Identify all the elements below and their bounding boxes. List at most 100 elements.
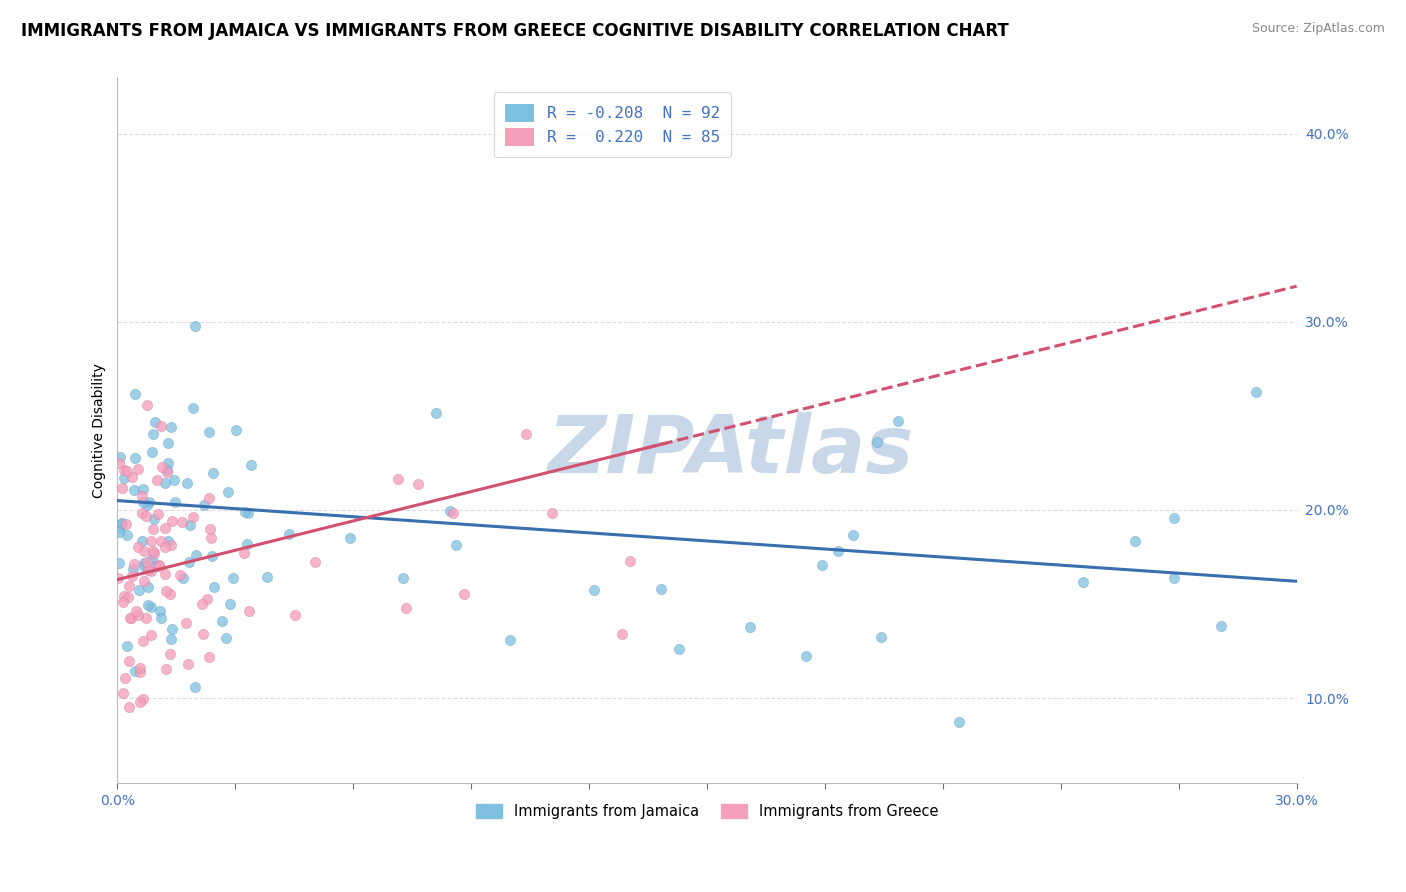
- Point: [124, 483, 146, 497]
- Point: [794, 648, 817, 663]
- Point: [127, 541, 149, 555]
- Point: [124, 604, 146, 618]
- Point: [1071, 575, 1094, 590]
- Point: [111, 595, 134, 609]
- Point: [114, 672, 136, 686]
- Point: [156, 466, 179, 480]
- Point: [177, 657, 200, 671]
- Point: [156, 534, 179, 549]
- Point: [201, 549, 224, 564]
- Point: [118, 610, 141, 624]
- Point: [827, 544, 849, 558]
- Point: [111, 516, 134, 531]
- Point: [198, 650, 221, 665]
- Point: [162, 623, 184, 637]
- Point: [240, 458, 263, 473]
- Point: [866, 435, 889, 450]
- Point: [738, 619, 761, 633]
- Point: [190, 597, 212, 611]
- Point: [155, 662, 177, 676]
- Point: [155, 540, 177, 554]
- Point: [406, 477, 429, 491]
- Point: [304, 555, 326, 569]
- Point: [193, 498, 215, 512]
- Point: [256, 570, 278, 584]
- Point: [118, 579, 141, 593]
- Point: [225, 423, 247, 437]
- Point: [142, 512, 165, 526]
- Point: [198, 491, 221, 505]
- Point: [121, 470, 143, 484]
- Point: [150, 534, 173, 549]
- Point: [612, 627, 634, 641]
- Text: ZIPAtlas: ZIPAtlas: [547, 412, 914, 491]
- Point: [108, 456, 131, 470]
- Point: [129, 665, 152, 679]
- Point: [108, 556, 131, 570]
- Point: [193, 626, 215, 640]
- Point: [232, 546, 254, 560]
- Point: [131, 506, 153, 520]
- Point: [887, 414, 910, 428]
- Point: [132, 634, 155, 648]
- Point: [181, 401, 204, 416]
- Point: [129, 695, 152, 709]
- Point: [128, 582, 150, 597]
- Point: [136, 598, 159, 612]
- Point: [142, 523, 165, 537]
- Point: [217, 485, 239, 500]
- Point: [136, 563, 159, 577]
- Point: [148, 558, 170, 573]
- Point: [136, 580, 159, 594]
- Point: [121, 569, 143, 583]
- Point: [235, 537, 257, 551]
- Point: [160, 538, 183, 552]
- Point: [219, 598, 242, 612]
- Point: [668, 642, 690, 657]
- Point: [453, 587, 475, 601]
- Text: IMMIGRANTS FROM JAMAICA VS IMMIGRANTS FROM GREECE COGNITIVE DISABILITY CORRELATI: IMMIGRANTS FROM JAMAICA VS IMMIGRANTS FR…: [21, 22, 1010, 40]
- Point: [948, 715, 970, 730]
- Point: [138, 495, 160, 509]
- Point: [141, 445, 163, 459]
- Point: [118, 655, 141, 669]
- Legend: Immigrants from Jamaica, Immigrants from Greece: Immigrants from Jamaica, Immigrants from…: [470, 797, 943, 825]
- Point: [650, 582, 672, 597]
- Point: [142, 427, 165, 442]
- Point: [141, 564, 163, 578]
- Point: [115, 516, 138, 531]
- Text: Source: ZipAtlas.com: Source: ZipAtlas.com: [1251, 22, 1385, 36]
- Point: [136, 499, 159, 513]
- Point: [155, 583, 177, 598]
- Point: [128, 661, 150, 675]
- Point: [141, 533, 163, 548]
- Point: [120, 611, 142, 625]
- Point: [184, 318, 207, 333]
- Point: [142, 546, 165, 560]
- Point: [211, 614, 233, 628]
- Point: [870, 630, 893, 644]
- Point: [112, 463, 135, 477]
- Point: [842, 527, 865, 541]
- Point: [139, 600, 162, 615]
- Point: [132, 482, 155, 496]
- Point: [108, 521, 131, 535]
- Point: [117, 591, 139, 605]
- Point: [1209, 619, 1232, 633]
- Point: [184, 680, 207, 694]
- Point: [127, 462, 149, 476]
- Point: [149, 604, 172, 618]
- Point: [339, 531, 361, 545]
- Point: [391, 571, 413, 585]
- Point: [197, 425, 219, 440]
- Point: [108, 525, 131, 540]
- Point: [134, 574, 156, 588]
- Point: [107, 571, 129, 585]
- Point: [157, 456, 180, 470]
- Point: [155, 475, 177, 490]
- Point: [499, 632, 522, 647]
- Point: [115, 639, 138, 653]
- Point: [108, 450, 131, 464]
- Point: [236, 506, 259, 520]
- Point: [238, 604, 260, 618]
